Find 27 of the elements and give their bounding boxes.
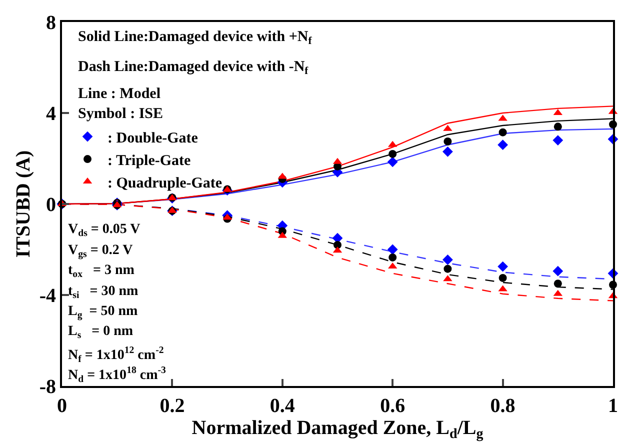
annotation: Dash Line:Damaged device with -N$_{f}$ [78, 59, 309, 78]
y-tick-label: 4 [46, 103, 56, 125]
x-axis-title: Normalized Damaged Zone, L$_{d}$/L$_{g}$ [192, 417, 484, 442]
y-tick-label: 8 [46, 12, 56, 34]
annotation: Symbol : ISE [78, 106, 164, 122]
y-tick-label: -8 [39, 376, 56, 398]
annotation: Line : Model [78, 86, 160, 102]
annotation: L$_{g}$ = 50 nm [68, 304, 138, 321]
annotation: N$_{f}$ = 1x10$^{12}$ cm$^{-2}$ [68, 345, 164, 365]
annotation: V$_{ds}$ = 0.05 V [68, 222, 140, 239]
annotation: N$_{d}$ = 1x10$^{18}$ cm$^{-3}$ [68, 365, 166, 385]
legend-label: : Double-Gate [108, 130, 198, 146]
y-tick-label: -4 [39, 285, 56, 307]
legend-label: : Triple-Gate [108, 152, 192, 169]
annotation: t$_{ox}$ = 3 nm [68, 263, 135, 280]
x-tick-label: 0.2 [160, 395, 185, 417]
annotation: V$_{gs}$ = 0.2 V [68, 243, 133, 260]
x-tick-label: 1 [608, 395, 618, 417]
y-axis-title: ITSUBD (A) [12, 150, 34, 258]
x-tick-label: 0.6 [380, 395, 406, 417]
x-tick-label: 0.8 [490, 395, 516, 417]
x-tick-label: 0.4 [270, 395, 295, 417]
annotation: t$_{si}$ = 30 nm [68, 284, 138, 301]
annotation: Solid Line:Damaged device with +N$_{f}$ [78, 29, 312, 48]
legend-label: : Quadruple-Gate [108, 175, 222, 192]
annotation: L$_{s}$ = 0 nm [68, 324, 134, 341]
y-tick-label: 0 [46, 194, 56, 216]
